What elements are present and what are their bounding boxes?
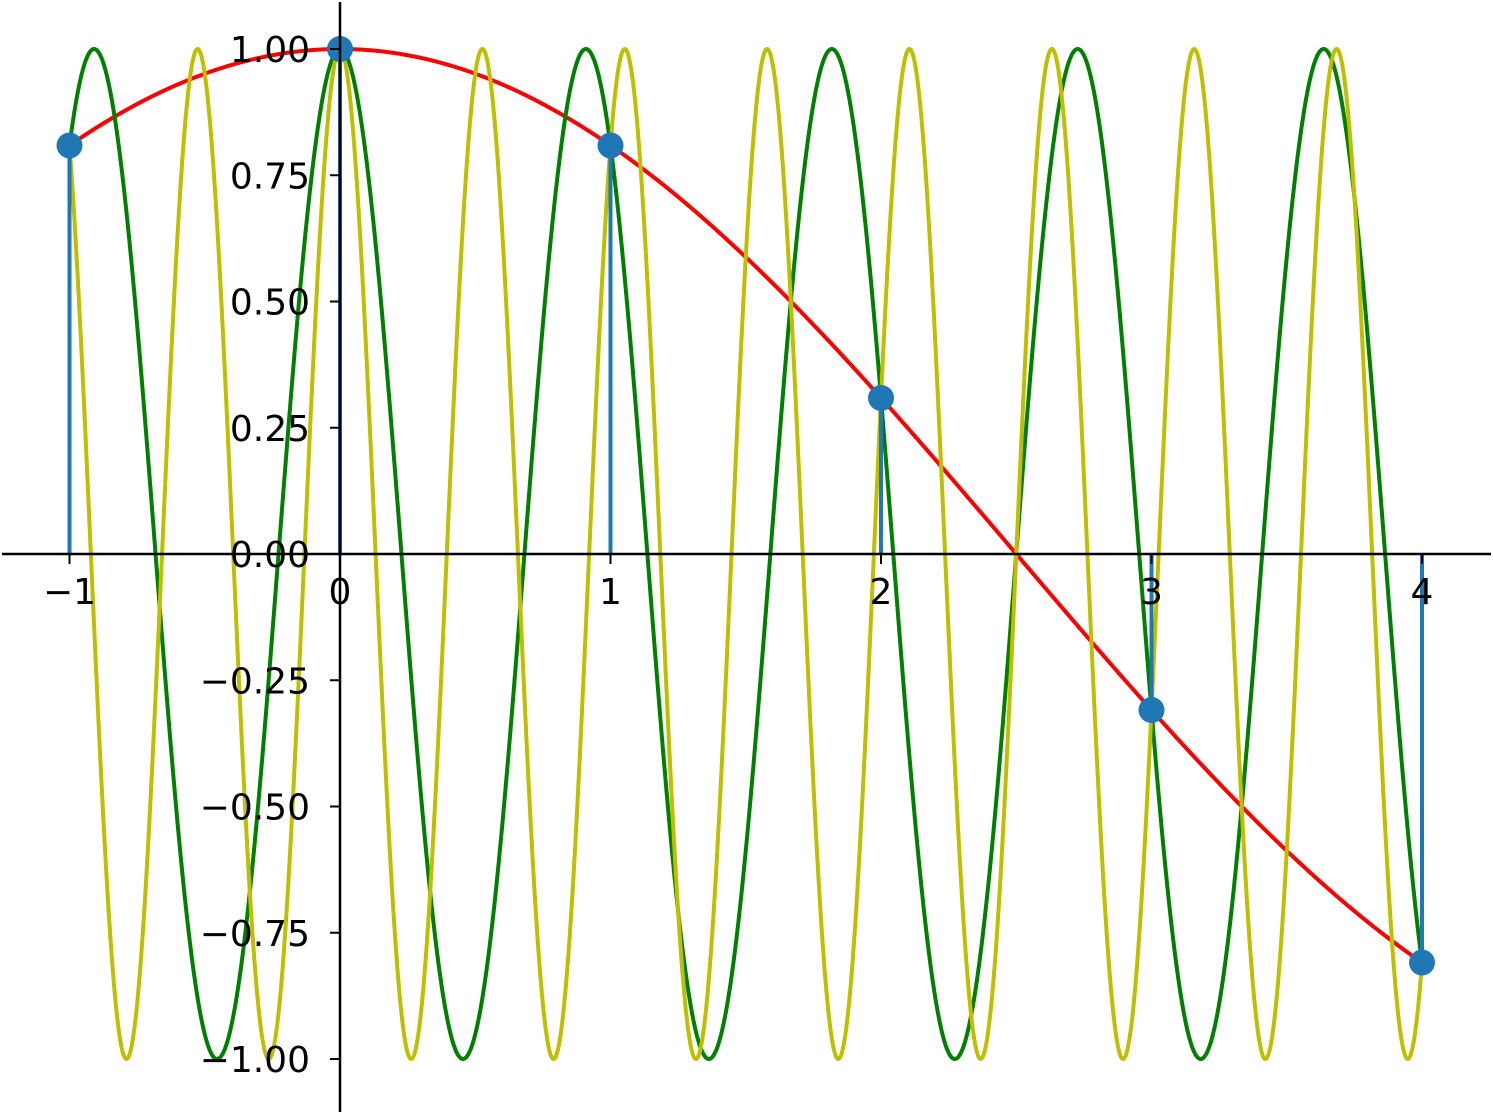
y-tick-label: 0.75 [230,156,310,197]
series-line-2 [67,47,1424,1061]
stem-marker [1409,949,1435,976]
x-tick-label: 1 [599,572,622,613]
stem-marker [1138,697,1165,724]
y-tick-label: 1.00 [230,30,310,71]
tick-labels-layer: −1 0 1 2 3 4 1.00 0.75 0.50 0.25 0.00 −0.25 −0.50 −0.… [43,30,1433,1081]
stem-marker [868,384,894,411]
curves-layer [67,47,1424,1061]
y-tick-label: 0.00 [230,535,310,576]
x-tick-label: −1 [43,572,96,613]
y-tick-label: −0.50 [200,788,310,829]
x-tick-label: 0 [329,572,352,613]
x-tick-label: 4 [1411,572,1434,613]
y-tick-label: −1.00 [200,1040,310,1081]
y-tick-label: 0.50 [230,283,310,324]
y-tick-label: −0.25 [200,661,310,702]
y-tick-label: −0.75 [200,914,310,955]
stem-marker [56,132,83,159]
stem-marker [597,132,624,159]
y-tick-label: 0.25 [230,409,310,450]
series-line-1 [67,47,1424,1061]
x-tick-label: 3 [1140,572,1163,613]
x-tick-label: 2 [870,572,893,613]
